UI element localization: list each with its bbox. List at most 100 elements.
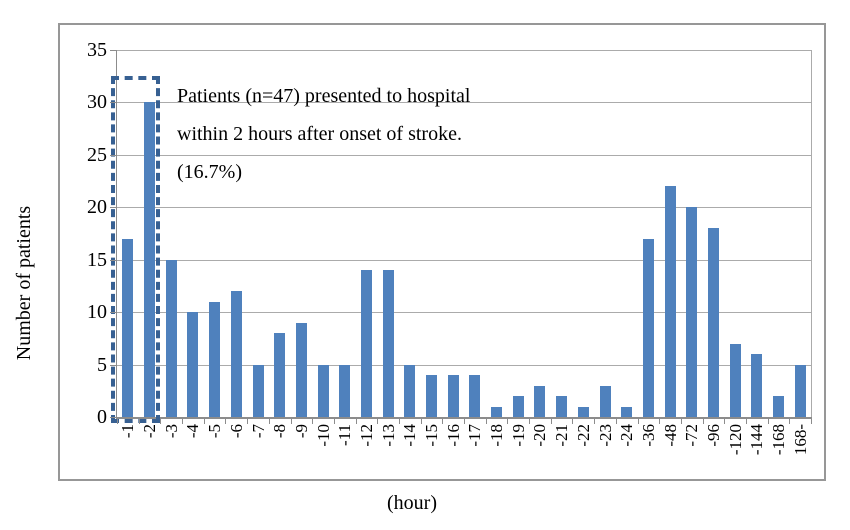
bar--19 xyxy=(512,396,524,417)
y-tick-label: 25 xyxy=(87,144,107,166)
gridline-25 xyxy=(117,155,811,156)
x-tick-label: -24 xyxy=(617,424,637,447)
x-tick xyxy=(616,419,617,424)
y-axis-title: Number of patients xyxy=(13,205,35,361)
bar--24 xyxy=(621,406,633,417)
annotation-line-2: within 2 hours after onset of stroke. xyxy=(177,123,462,145)
x-tick xyxy=(724,419,725,424)
gridline-30 xyxy=(117,102,811,103)
y-tick xyxy=(110,365,116,366)
x-tick-label: -7 xyxy=(248,424,268,439)
annotation-line-3: (16.7%) xyxy=(177,161,242,183)
x-tick-label: -3 xyxy=(161,424,181,439)
y-tick xyxy=(110,260,116,261)
x-tick xyxy=(746,419,747,424)
x-tick-label: -21 xyxy=(552,424,572,447)
x-tick-label: -12 xyxy=(356,424,376,447)
x-tick xyxy=(117,419,118,424)
highlight-box xyxy=(111,76,160,423)
annotation-text: Patients (n=47) presented to hospital wi… xyxy=(177,77,470,191)
x-tick-label: -96 xyxy=(703,424,723,447)
x-tick xyxy=(225,419,226,424)
x-tick xyxy=(681,419,682,424)
bar--15 xyxy=(426,375,437,417)
x-tick xyxy=(204,419,205,424)
x-tick-label: -16 xyxy=(443,424,463,447)
gridline-15 xyxy=(117,260,811,261)
bar--7 xyxy=(252,364,264,417)
x-tick-label: -144 xyxy=(747,424,767,456)
bar--36 xyxy=(642,238,654,417)
x-tick xyxy=(269,419,270,424)
gridline-20 xyxy=(117,207,811,208)
x-tick-label: -20 xyxy=(530,424,550,447)
y-tick-label: 10 xyxy=(87,301,107,323)
y-tick-label: 0 xyxy=(97,406,107,428)
y-tick-label: 5 xyxy=(97,354,107,376)
x-tick xyxy=(811,419,812,424)
x-tick xyxy=(789,419,790,424)
y-tick xyxy=(110,312,116,313)
bar--12 xyxy=(360,270,372,417)
x-tick xyxy=(529,419,530,424)
x-tick xyxy=(399,419,400,424)
x-tick xyxy=(638,419,639,424)
x-tick-label: -48 xyxy=(660,424,680,447)
bar--10 xyxy=(317,364,329,417)
bar--9 xyxy=(295,322,307,417)
bar--48 xyxy=(664,186,676,417)
bar--18 xyxy=(491,406,502,417)
bar--168 xyxy=(773,396,784,417)
x-tick-label: -120 xyxy=(725,424,745,456)
x-tick xyxy=(356,419,357,424)
x-tick-label: -14 xyxy=(400,424,420,447)
bar--16 xyxy=(447,375,459,417)
x-tick xyxy=(182,419,183,424)
x-tick-label: -72 xyxy=(682,424,702,447)
x-tick-label: -168 xyxy=(769,424,788,456)
plot-right-border xyxy=(811,50,812,417)
x-tick xyxy=(442,419,443,424)
bar--8 xyxy=(274,333,286,417)
y-tick-label: 20 xyxy=(87,196,107,218)
bar--1 xyxy=(122,238,134,417)
gridline-10 xyxy=(117,312,811,313)
y-tick-label: 30 xyxy=(87,91,107,113)
x-tick xyxy=(659,419,660,424)
x-tick xyxy=(139,419,140,424)
bar--21 xyxy=(556,396,568,417)
x-tick-label: -22 xyxy=(573,424,593,447)
bar--11 xyxy=(339,364,351,417)
x-tick xyxy=(421,419,422,424)
x-tick-label: -4 xyxy=(183,424,203,439)
bar--23 xyxy=(599,385,611,417)
x-tick-label: -23 xyxy=(595,424,615,447)
x-tick-label: -8 xyxy=(270,424,290,439)
x-tick-label: -2 xyxy=(140,424,159,439)
gridline-5 xyxy=(117,365,811,366)
x-tick xyxy=(572,419,573,424)
x-axis-line xyxy=(116,417,812,419)
x-tick-label: -13 xyxy=(378,424,398,447)
x-tick-label: -10 xyxy=(313,424,333,447)
bar--96 xyxy=(707,228,719,417)
x-axis-title: (hour) xyxy=(387,492,437,514)
bar--5 xyxy=(209,301,221,417)
x-tick-label: -6 xyxy=(226,424,246,439)
bar-168- xyxy=(794,364,806,417)
bar--3 xyxy=(165,259,177,417)
x-tick xyxy=(377,419,378,424)
x-tick-label: -11 xyxy=(335,424,355,447)
bar--13 xyxy=(382,270,394,417)
bar--72 xyxy=(686,207,698,417)
bar--22 xyxy=(577,406,589,417)
x-tick xyxy=(703,419,704,424)
y-tick-label: 15 xyxy=(87,249,107,271)
x-tick xyxy=(312,419,313,424)
bar--20 xyxy=(534,385,546,417)
y-axis-line xyxy=(116,50,117,418)
y-tick xyxy=(110,102,116,103)
y-tick xyxy=(110,50,116,51)
y-tick xyxy=(110,207,116,208)
